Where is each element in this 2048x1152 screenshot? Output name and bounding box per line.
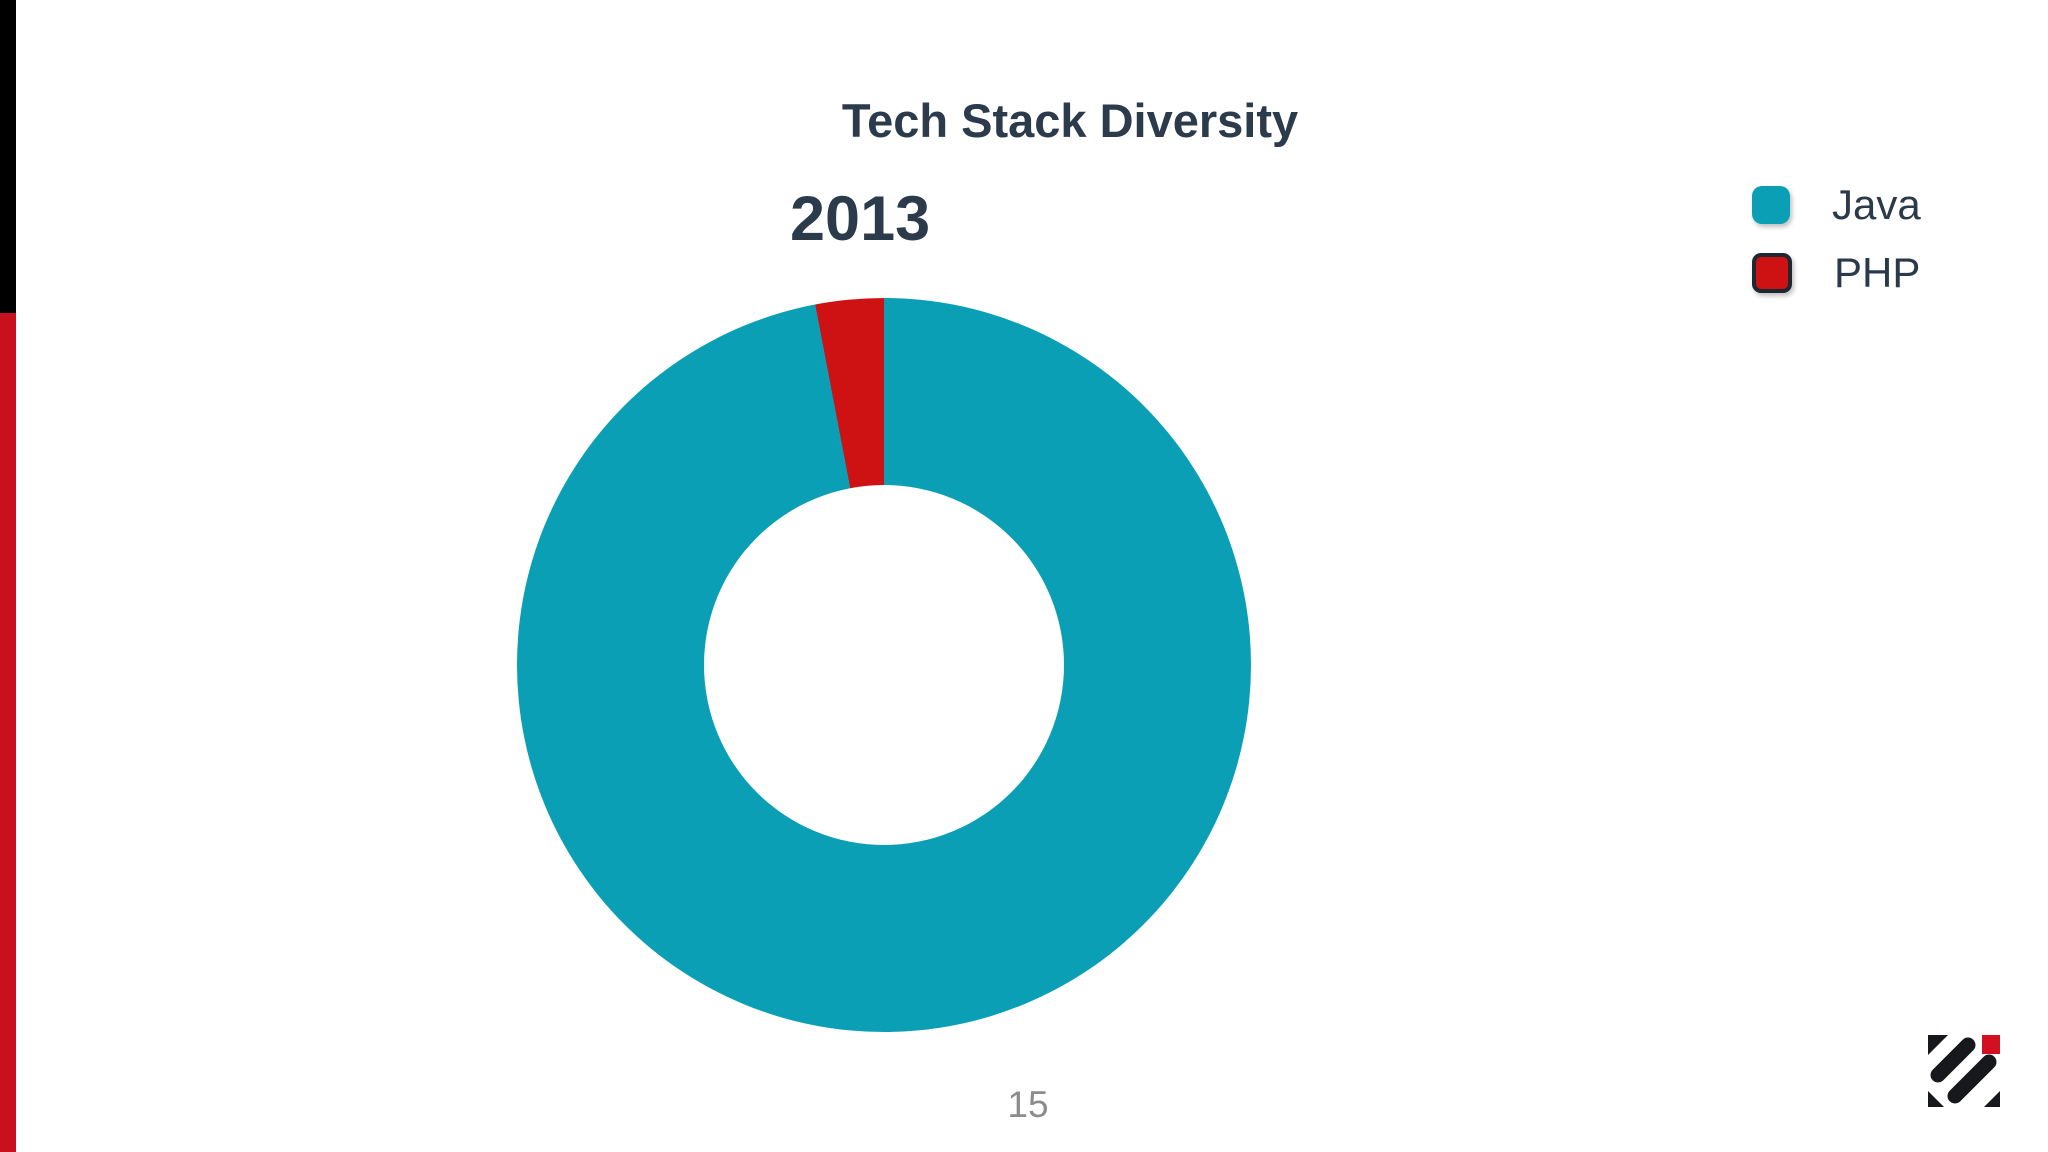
legend-item-java: Java [1752,181,1921,228]
legend-swatch-java [1752,186,1790,224]
company-logo [1928,1035,2000,1107]
logo-stripe-bar-2 [1947,1054,1997,1104]
legend-label-java: Java [1832,181,1921,228]
logo-red-square [1982,1035,2000,1054]
donut-hole [704,485,1064,845]
logo-corner-triangle-bottom-left [1928,1091,1944,1107]
logo-corner-triangle-top-left [1928,1035,1948,1055]
chart-legend: Java PHP [1752,181,1921,321]
legend-swatch-php [1752,253,1792,293]
legend-label-php: PHP [1834,249,1921,296]
logo-stripe-bar-1 [1930,1037,1976,1083]
page-number: 15 [1007,1084,1049,1125]
year-label: 2013 [790,184,931,254]
slide-title: Tech Stack Diversity [841,94,1299,147]
left-accent-bar-black [0,0,16,313]
left-accent-bar-red [0,313,16,1152]
donut-chart [517,298,1251,1032]
logo-corner-triangle-bottom-right [1984,1091,2000,1107]
legend-item-php: PHP [1752,249,1921,296]
